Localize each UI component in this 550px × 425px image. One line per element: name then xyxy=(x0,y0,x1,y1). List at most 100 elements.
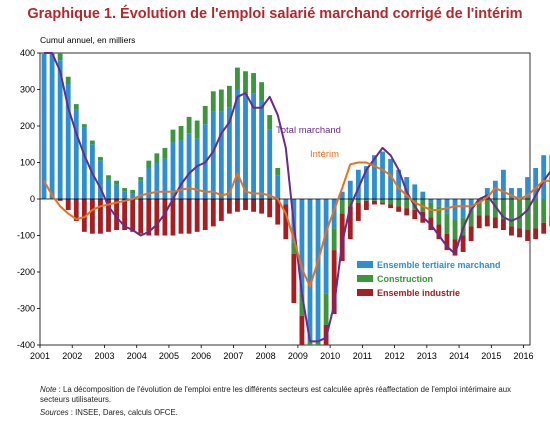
bar-ensemble-industrie xyxy=(291,253,297,304)
chart-sources: Sources : INSEE, Dares, calculs OFCE. xyxy=(40,408,178,417)
bar-ensemble-industrie xyxy=(65,199,71,210)
bar-construction xyxy=(468,209,474,227)
bar-ensemble-industrie xyxy=(98,199,103,234)
bar-ensemble-industrie xyxy=(388,204,393,209)
bar-ensemble-tertiaire-marchand xyxy=(444,199,450,214)
bar-ensemble-industrie xyxy=(178,199,184,234)
bar-ensemble-tertiaire-marchand xyxy=(275,175,281,199)
bar-ensemble-industrie xyxy=(492,217,498,229)
bar-construction xyxy=(452,219,458,240)
bar-ensemble-industrie xyxy=(154,199,160,236)
bar-construction xyxy=(492,199,498,218)
bar-ensemble-tertiaire-marchand xyxy=(57,60,63,199)
bar-ensemble-tertiaire-marchand xyxy=(162,158,168,199)
bar-ensemble-tertiaire-marchand xyxy=(460,199,466,218)
bar-ensemble-tertiaire-marchand xyxy=(243,93,248,199)
bar-construction xyxy=(388,199,393,205)
bar-construction xyxy=(476,199,482,216)
bar-ensemble-tertiaire-marchand xyxy=(114,184,119,199)
bar-ensemble-industrie xyxy=(114,199,119,231)
bar-ensemble-tertiaire-marchand xyxy=(138,180,144,199)
bar-construction xyxy=(114,180,119,185)
bar-construction xyxy=(202,105,208,125)
x-tick-label: 2002 xyxy=(62,351,82,361)
y-tick-label: -300 xyxy=(17,304,35,314)
bar-ensemble-tertiaire-marchand xyxy=(41,53,47,199)
bar-construction xyxy=(235,67,240,90)
bar-ensemble-industrie xyxy=(476,215,482,229)
bar-ensemble-tertiaire-marchand xyxy=(81,127,87,199)
bar-ensemble-tertiaire-marchand xyxy=(299,199,305,294)
bar-ensemble-tertiaire-marchand xyxy=(500,169,506,199)
x-tick-label: 2015 xyxy=(481,351,501,361)
bar-construction xyxy=(267,115,273,130)
bar-ensemble-industrie xyxy=(81,199,87,232)
bar-ensemble-tertiaire-marchand xyxy=(412,184,418,199)
legend-label-ensemble-industrie: Ensemble industrie xyxy=(377,288,460,298)
bar-construction xyxy=(380,199,385,203)
bar-ensemble-tertiaire-marchand xyxy=(388,158,393,199)
bar-ensemble-industrie xyxy=(444,233,450,251)
bar-ensemble-tertiaire-marchand xyxy=(484,188,490,199)
bar-ensemble-industrie xyxy=(380,202,385,205)
bar-ensemble-industrie xyxy=(533,228,539,240)
bar-construction xyxy=(509,199,514,227)
bar-ensemble-industrie xyxy=(267,199,273,218)
y-tick-label: -100 xyxy=(17,231,35,241)
y-tick-label: 0 xyxy=(30,194,35,204)
bar-ensemble-industrie xyxy=(363,200,369,210)
bar-construction xyxy=(73,104,79,110)
bar-ensemble-tertiaire-marchand xyxy=(154,162,160,199)
bar-ensemble-industrie xyxy=(73,199,79,221)
bar-ensemble-industrie xyxy=(468,226,474,241)
bar-ensemble-tertiaire-marchand xyxy=(146,167,152,199)
bar-construction xyxy=(339,199,345,214)
bar-construction xyxy=(363,199,369,201)
bar-construction xyxy=(98,157,103,161)
bar-construction xyxy=(130,189,136,194)
bar-ensemble-industrie xyxy=(331,250,337,314)
bar-ensemble-industrie xyxy=(452,239,458,256)
bar-ensemble-tertiaire-marchand xyxy=(533,167,539,199)
bar-construction xyxy=(525,199,530,231)
bar-ensemble-industrie xyxy=(355,202,361,221)
bar-construction xyxy=(436,206,442,225)
x-tick-label: 2016 xyxy=(514,351,534,361)
bar-construction xyxy=(186,116,192,134)
bar-ensemble-tertiaire-marchand xyxy=(331,199,337,229)
bar-construction xyxy=(347,199,353,207)
bar-ensemble-tertiaire-marchand xyxy=(420,191,426,199)
bar-ensemble-industrie xyxy=(162,199,168,236)
bar-ensemble-tertiaire-marchand xyxy=(315,199,321,342)
bar-ensemble-tertiaire-marchand xyxy=(130,193,136,199)
bar-construction xyxy=(315,341,321,345)
bar-ensemble-industrie xyxy=(500,219,506,231)
bar-ensemble-tertiaire-marchand xyxy=(49,53,55,199)
bar-construction xyxy=(541,199,547,223)
chart-title: Graphique 1. Évolution de l'emploi salar… xyxy=(27,6,523,22)
bar-ensemble-industrie xyxy=(484,215,490,227)
bar-ensemble-industrie xyxy=(509,226,514,236)
y-tick-label: -400 xyxy=(17,340,35,350)
bar-ensemble-industrie xyxy=(299,315,305,345)
bar-ensemble-tertiaire-marchand xyxy=(452,199,458,220)
bar-ensemble-tertiaire-marchand xyxy=(355,169,361,199)
x-tick-label: 2012 xyxy=(385,351,405,361)
bar-construction xyxy=(355,199,361,203)
x-tick-label: 2010 xyxy=(320,351,340,361)
bar-construction xyxy=(146,160,152,168)
note-label: Note xyxy=(40,385,57,394)
legend-swatch-ensemble-tertiaire-marchand xyxy=(357,261,373,268)
x-tick-label: 2009 xyxy=(288,351,308,361)
bar-ensemble-tertiaire-marchand xyxy=(73,109,79,199)
bar-ensemble-tertiaire-marchand xyxy=(363,166,369,199)
bar-ensemble-industrie xyxy=(251,199,256,212)
bar-ensemble-tertiaire-marchand xyxy=(218,111,224,199)
bar-construction xyxy=(243,71,248,94)
bar-ensemble-industrie xyxy=(210,199,216,227)
bar-construction xyxy=(138,177,144,181)
y-tick-label: 300 xyxy=(20,85,35,95)
bar-construction xyxy=(170,129,176,143)
bar-construction xyxy=(444,213,450,234)
bar-ensemble-industrie xyxy=(202,199,208,231)
